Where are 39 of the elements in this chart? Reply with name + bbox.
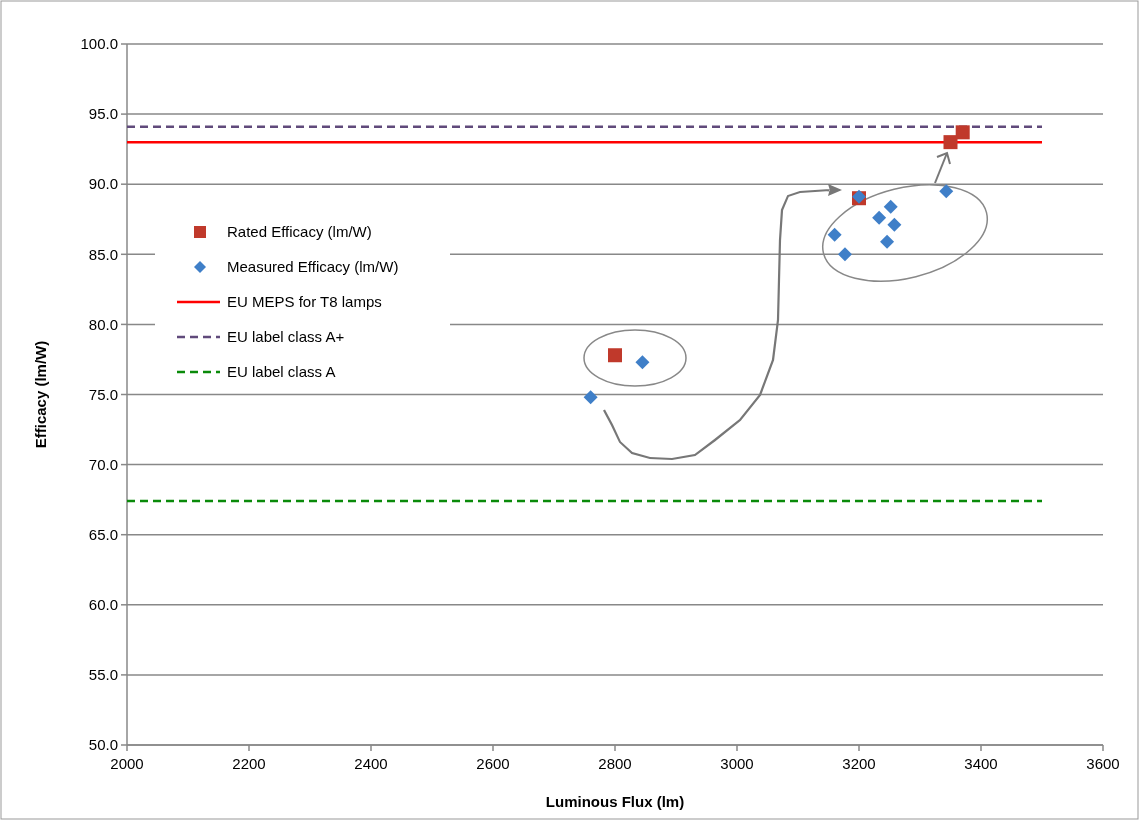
y-tick-label: 50.0 xyxy=(88,736,118,754)
legend-label: EU label class A xyxy=(227,363,336,381)
point xyxy=(955,125,970,140)
y-axis-title: Efficacy (lm/W) xyxy=(32,340,49,449)
point xyxy=(583,390,598,405)
x-tick-label: 3600 xyxy=(1086,755,1120,772)
y-tick-label: 75.0 xyxy=(88,385,118,403)
legend-label: Measured Efficacy (lm/W) xyxy=(227,258,399,276)
point xyxy=(837,247,852,262)
y-tick-label: 70.0 xyxy=(88,455,118,473)
y-tick-label: 95.0 xyxy=(88,105,118,123)
legend-label: EU label class A+ xyxy=(227,328,345,346)
point xyxy=(608,348,622,363)
point xyxy=(827,227,842,242)
x-tick-label: 3400 xyxy=(964,755,998,772)
legend-label: Rated Efficacy (lm/W) xyxy=(227,223,372,241)
x-tick-label: 2400 xyxy=(354,755,388,772)
y-tick-label: 60.0 xyxy=(88,596,118,614)
y-tick-label: 65.0 xyxy=(88,525,118,543)
point xyxy=(872,210,887,225)
legend-label: EU MEPS for T8 lamps xyxy=(227,293,382,311)
y-tick-label: 90.0 xyxy=(88,175,118,193)
y-tick-label: 100.0 xyxy=(80,35,118,53)
point xyxy=(883,199,898,214)
x-tick-label: 2600 xyxy=(476,755,510,772)
x-tick-label: 2200 xyxy=(232,755,266,772)
y-tick-label: 80.0 xyxy=(88,315,118,333)
x-tick-label: 3200 xyxy=(842,755,876,772)
y-tick-label: 55.0 xyxy=(88,666,118,684)
point xyxy=(635,355,650,370)
x-tick-label: 3000 xyxy=(720,755,754,772)
x-tick-label: 2000 xyxy=(110,755,144,772)
point xyxy=(943,135,958,150)
y-tick-label: 85.0 xyxy=(88,245,118,263)
x-tick-label: 2800 xyxy=(598,755,632,772)
point xyxy=(887,217,902,232)
point xyxy=(939,184,954,199)
point xyxy=(880,234,895,249)
x-axis-title: Luminous Flux (lm) xyxy=(545,793,685,810)
